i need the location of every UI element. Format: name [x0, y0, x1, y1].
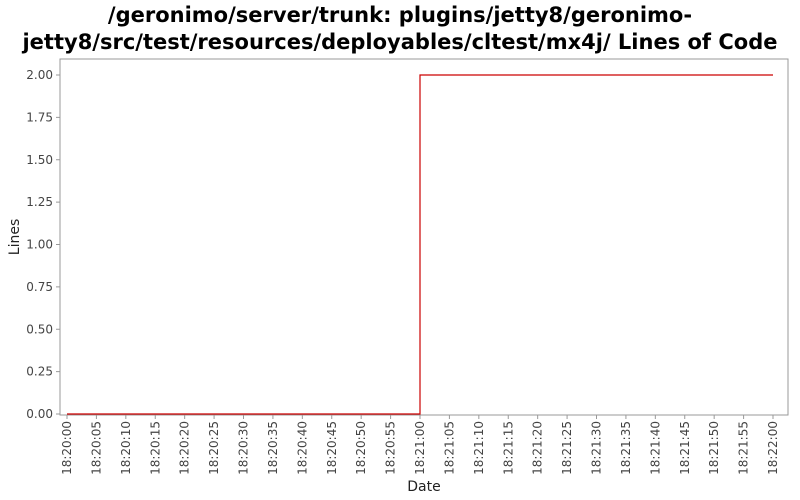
- y-tick-label: 1.25: [26, 195, 53, 209]
- x-tick-label: 18:21:25: [560, 421, 574, 475]
- series-line: [67, 74, 773, 415]
- x-axis-title: Date: [407, 479, 440, 495]
- y-tick-label: 0.75: [26, 280, 53, 294]
- plot-area: [59, 58, 789, 416]
- x-tick-label: 18:21:55: [737, 421, 751, 475]
- y-axis-title: Lines: [7, 219, 23, 255]
- y-tick-label: 1.75: [26, 110, 53, 124]
- chart-title: /geronimo/server/trunk: plugins/jetty8/g…: [0, 2, 800, 56]
- y-tick-label: 1.50: [26, 153, 53, 167]
- x-tick-label: 18:20:05: [89, 421, 103, 475]
- x-tick-label: 18:21:35: [619, 421, 633, 475]
- x-tick-label: 18:21:05: [442, 421, 456, 475]
- x-tick-label: 18:20:50: [354, 421, 368, 475]
- x-tick-label: 18:22:00: [766, 421, 780, 475]
- y-tick-label: 0.25: [26, 365, 53, 379]
- x-tick-label: 18:20:45: [325, 421, 339, 475]
- x-tick-label: 18:20:15: [148, 421, 162, 475]
- y-tick-label: 2.00: [26, 68, 53, 82]
- x-tick-label: 18:20:30: [237, 421, 251, 475]
- x-tick-label: 18:21:45: [678, 421, 692, 475]
- x-tick-label: 18:21:20: [531, 421, 545, 475]
- chart-title-line-2: jetty8/src/test/resources/deployables/cl…: [22, 30, 778, 54]
- x-tick-label: 18:20:40: [295, 421, 309, 475]
- x-tick-label: 18:20:35: [266, 421, 280, 475]
- y-tick-label: 0.00: [26, 407, 53, 421]
- series-layer: [67, 74, 773, 415]
- y-tick-label: 1.00: [26, 238, 53, 252]
- x-tick-label: 18:20:10: [119, 421, 133, 475]
- x-tick-label: 18:21:50: [707, 421, 721, 475]
- x-tick-label: 18:21:00: [413, 421, 427, 475]
- x-tick-label: 18:21:40: [648, 421, 662, 475]
- y-axis-ticks: 0.00 0.25 0.50 0.75 1.00 1.25 1.50 1.75 2.00: [26, 68, 60, 421]
- x-axis-ticks: 18:20:00 18:20:05 18:20:10 18:20:15 18:20:20…: [60, 415, 780, 475]
- x-tick-label: 18:20:55: [384, 421, 398, 475]
- x-tick-label: 18:21:10: [472, 421, 486, 475]
- x-tick-label: 18:20:25: [207, 421, 221, 475]
- x-tick-label: 18:20:20: [178, 421, 192, 475]
- x-tick-label: 18:21:30: [590, 421, 604, 475]
- x-tick-label: 18:20:00: [60, 421, 74, 475]
- chart-title-line-1: /geronimo/server/trunk: plugins/jetty8/g…: [107, 3, 693, 27]
- x-tick-label: 18:21:15: [501, 421, 515, 475]
- y-tick-label: 0.50: [26, 322, 53, 336]
